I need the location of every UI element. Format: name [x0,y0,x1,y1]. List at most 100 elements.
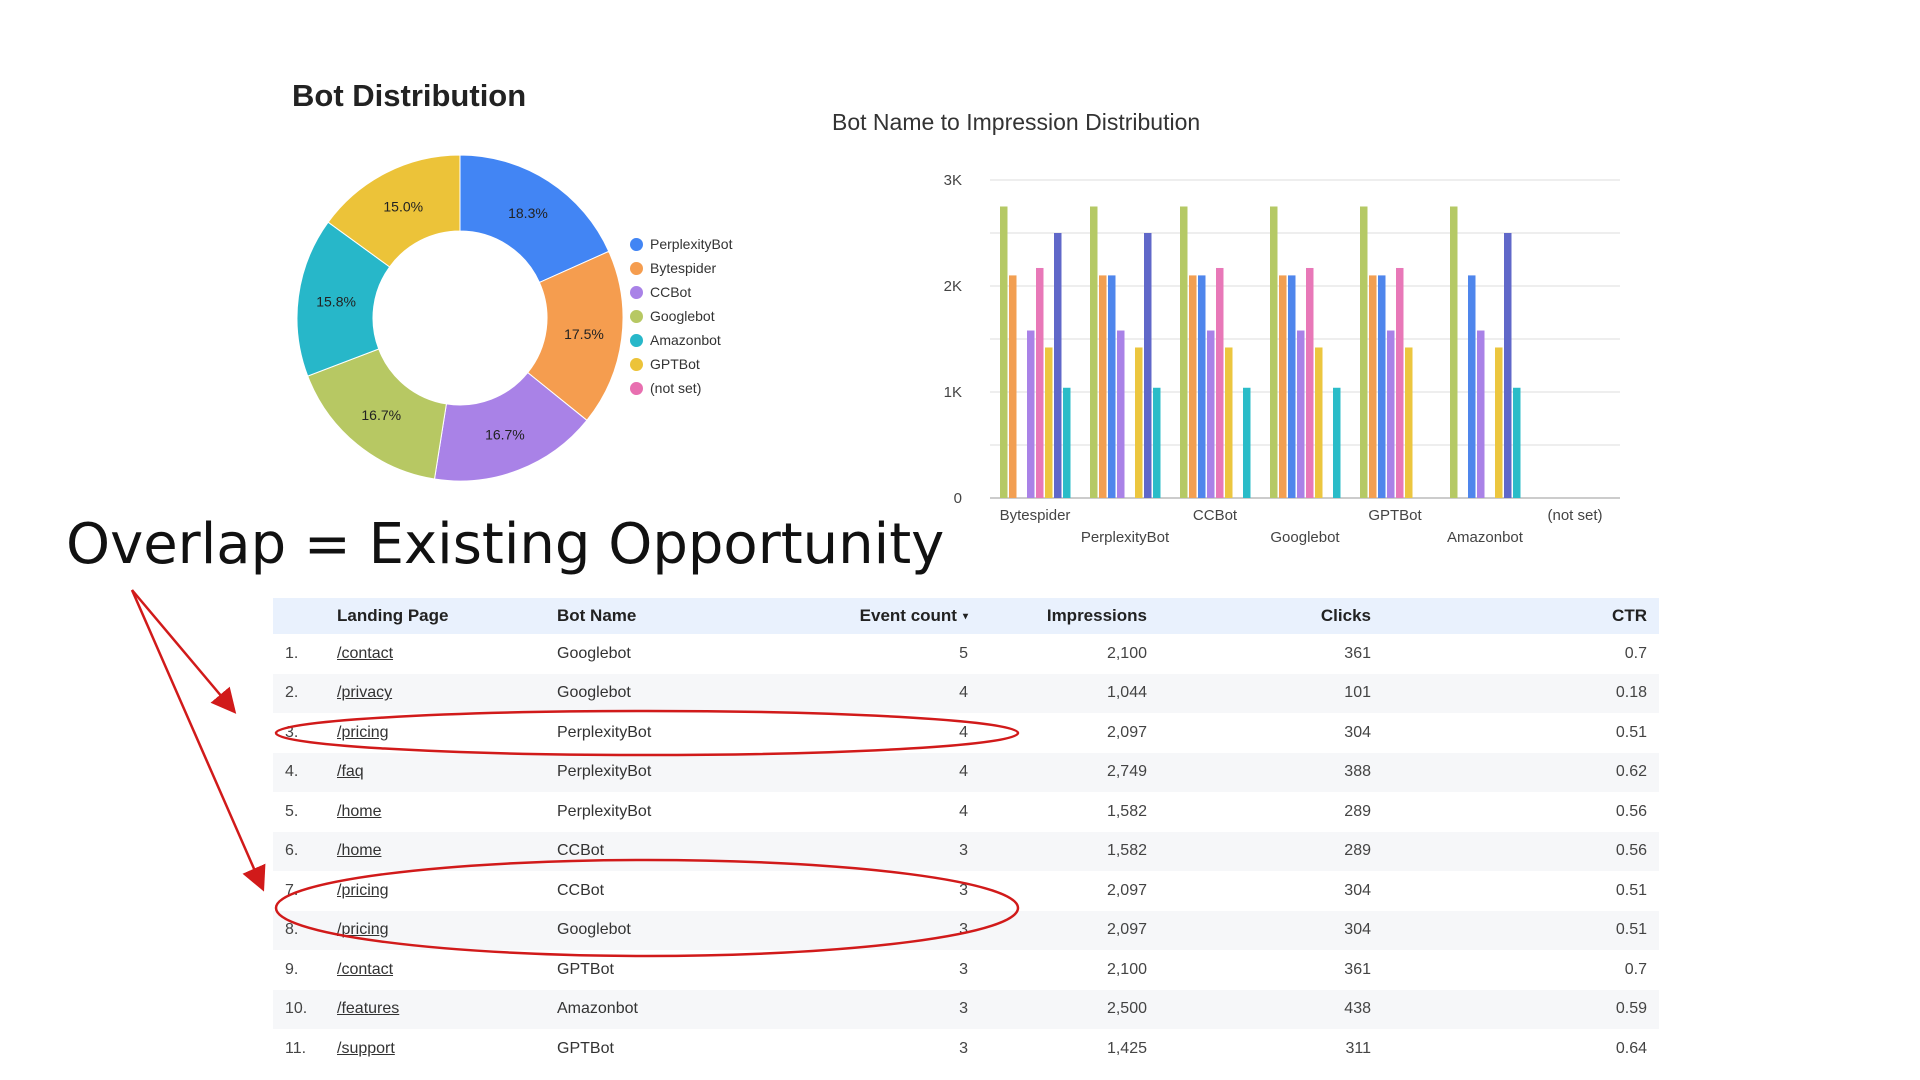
column-header-clicks[interactable]: Clicks [1320,606,1371,625]
bar-bytespider[interactable] [1045,347,1053,498]
table-row[interactable]: 5. /home PerplexityBot 4 1,582 289 0.56 [273,792,1659,832]
bar-bytespider[interactable] [1027,330,1035,498]
impressions-cell: 2,749 [1106,763,1147,781]
legend-label: Amazonbot [650,332,721,348]
bar-googlebot[interactable] [1288,275,1296,498]
clicks-cell: 438 [1344,1000,1371,1018]
landing-page-link[interactable]: /features [337,1000,400,1018]
table-row[interactable]: 7. /pricing CCBot 3 2,097 304 0.51 [273,871,1659,911]
bar-googlebot[interactable] [1279,275,1287,498]
legend-swatch [630,333,643,347]
donut-slice-googlebot[interactable] [307,348,447,480]
donut-slice-gptbot[interactable] [327,154,461,268]
bar-amazonbot[interactable] [1513,387,1521,498]
legend-item[interactable]: Amazonbot [630,328,732,352]
bar-gptbot[interactable] [1387,330,1395,498]
bar-ccbot[interactable] [1198,275,1206,498]
landing-page-link[interactable]: /pricing [337,723,389,741]
table-row[interactable]: 6. /home CCBot 3 1,582 289 0.56 [273,831,1659,871]
bar-ccbot[interactable] [1216,267,1224,498]
landing-page-link[interactable]: /pricing [337,921,389,939]
index-column-header [273,598,325,634]
bar-perplexitybot[interactable] [1117,330,1125,498]
column-header-landing-page[interactable]: Landing Page [337,606,449,625]
landing-page-link[interactable]: /privacy [337,684,393,702]
bar-googlebot[interactable] [1333,387,1341,498]
bar-amazonbot[interactable] [1495,347,1503,498]
bar-bytespider[interactable] [1054,233,1062,498]
bar-perplexitybot[interactable] [1090,206,1098,499]
bot-name-cell: CCBot [557,881,605,899]
bar-ccbot[interactable] [1225,347,1233,498]
landing-page-link[interactable]: /pricing [337,881,389,899]
landing-page-link[interactable]: /home [337,802,382,820]
bar-gptbot[interactable] [1378,275,1386,498]
bar-bytespider[interactable] [1036,267,1044,498]
landing-page-link[interactable]: /contact [337,960,394,978]
bar-googlebot[interactable] [1315,347,1323,498]
bar-gptbot[interactable] [1405,347,1413,498]
bar-perplexitybot[interactable] [1153,387,1161,498]
impressions-cell: 2,500 [1106,1000,1147,1018]
bar-ccbot[interactable] [1180,206,1188,499]
bar-ccbot[interactable] [1207,330,1215,498]
bar-ccbot[interactable] [1243,387,1251,498]
legend-item[interactable]: Googlebot [630,304,732,328]
bar-perplexitybot[interactable] [1099,275,1107,498]
bot-name-cell: Amazonbot [557,1000,638,1018]
table-header-row: Landing Page Bot Name Event count ▾ Impre… [273,598,1659,634]
bar-amazonbot[interactable] [1477,330,1485,498]
landing-page-link[interactable]: /faq [337,763,364,781]
landing-page-link[interactable]: /support [337,1039,395,1057]
legend-swatch [630,261,643,275]
bar-googlebot[interactable] [1270,206,1278,499]
table-row[interactable]: 8. /pricing Googlebot 3 2,097 304 0.51 [273,910,1659,950]
donut-slice-ccbot[interactable] [433,371,588,482]
y-tick-label: 2K [944,278,962,295]
x-tick-label: PerplexityBot [1081,529,1170,546]
legend-item[interactable]: PerplexityBot [630,232,732,256]
table-row[interactable]: 10. /features Amazonbot 3 2,500 438 0.59 [273,989,1659,1029]
bar-bytespider[interactable] [1063,387,1071,498]
legend-label: PerplexityBot [650,236,733,252]
bar-amazonbot[interactable] [1504,233,1512,498]
row-index: 11. [285,1039,307,1057]
table-row[interactable]: 11. /support GPTBot 3 1,425 311 0.64 [273,1029,1659,1069]
legend-item[interactable]: (not set) [630,376,732,400]
legend-item[interactable]: GPTBot [630,352,732,376]
table-row[interactable]: 3. /pricing PerplexityBot 4 2,097 304 0.51 [273,713,1659,753]
column-header-impressions[interactable]: Impressions [1046,606,1147,625]
bar-perplexitybot[interactable] [1135,347,1143,498]
column-header-ctr[interactable]: CTR [1612,606,1647,625]
column-header-event-count[interactable]: Event count ▾ [765,598,980,634]
bar-bytespider[interactable] [1000,206,1008,499]
donut-slice-perplexitybot[interactable] [459,154,610,284]
legend-item[interactable]: Bytespider [630,256,732,280]
bar-googlebot[interactable] [1306,267,1314,498]
clicks-cell: 361 [1344,960,1371,978]
bar-amazonbot[interactable] [1468,275,1476,498]
bar-ccbot[interactable] [1189,275,1197,498]
bar-perplexitybot[interactable] [1144,233,1152,498]
landing-page-link[interactable]: /contact [337,644,394,662]
landing-page-link[interactable]: /home [337,842,382,860]
bar-googlebot[interactable] [1297,330,1305,498]
bar-bytespider[interactable] [1009,275,1017,498]
legend-label: Googlebot [650,308,715,324]
table-row[interactable]: 2. /privacy Googlebot 4 1,044 101 0.18 [273,673,1659,713]
table-row[interactable]: 9. /contact GPTBot 3 2,100 361 0.7 [273,950,1659,990]
bar-gptbot[interactable] [1396,267,1404,498]
bar-amazonbot[interactable] [1450,206,1458,499]
bar-gptbot[interactable] [1360,206,1368,499]
legend-label: CCBot [650,284,692,300]
table-row[interactable]: 1. /contact Googlebot 5 2,100 361 0.7 [273,634,1659,674]
column-header-bot-name[interactable]: Bot Name [557,606,637,625]
event-count-cell: 5 [959,644,968,662]
legend-item[interactable]: CCBot [630,280,732,304]
bar-perplexitybot[interactable] [1108,275,1116,498]
bar-gptbot[interactable] [1369,275,1377,498]
sort-desc-icon[interactable]: ▾ [962,611,968,623]
impressions-cell: 2,100 [1106,644,1147,662]
ctr-cell: 0.56 [1615,842,1647,860]
table-row[interactable]: 4. /faq PerplexityBot 4 2,749 388 0.62 [273,752,1659,792]
